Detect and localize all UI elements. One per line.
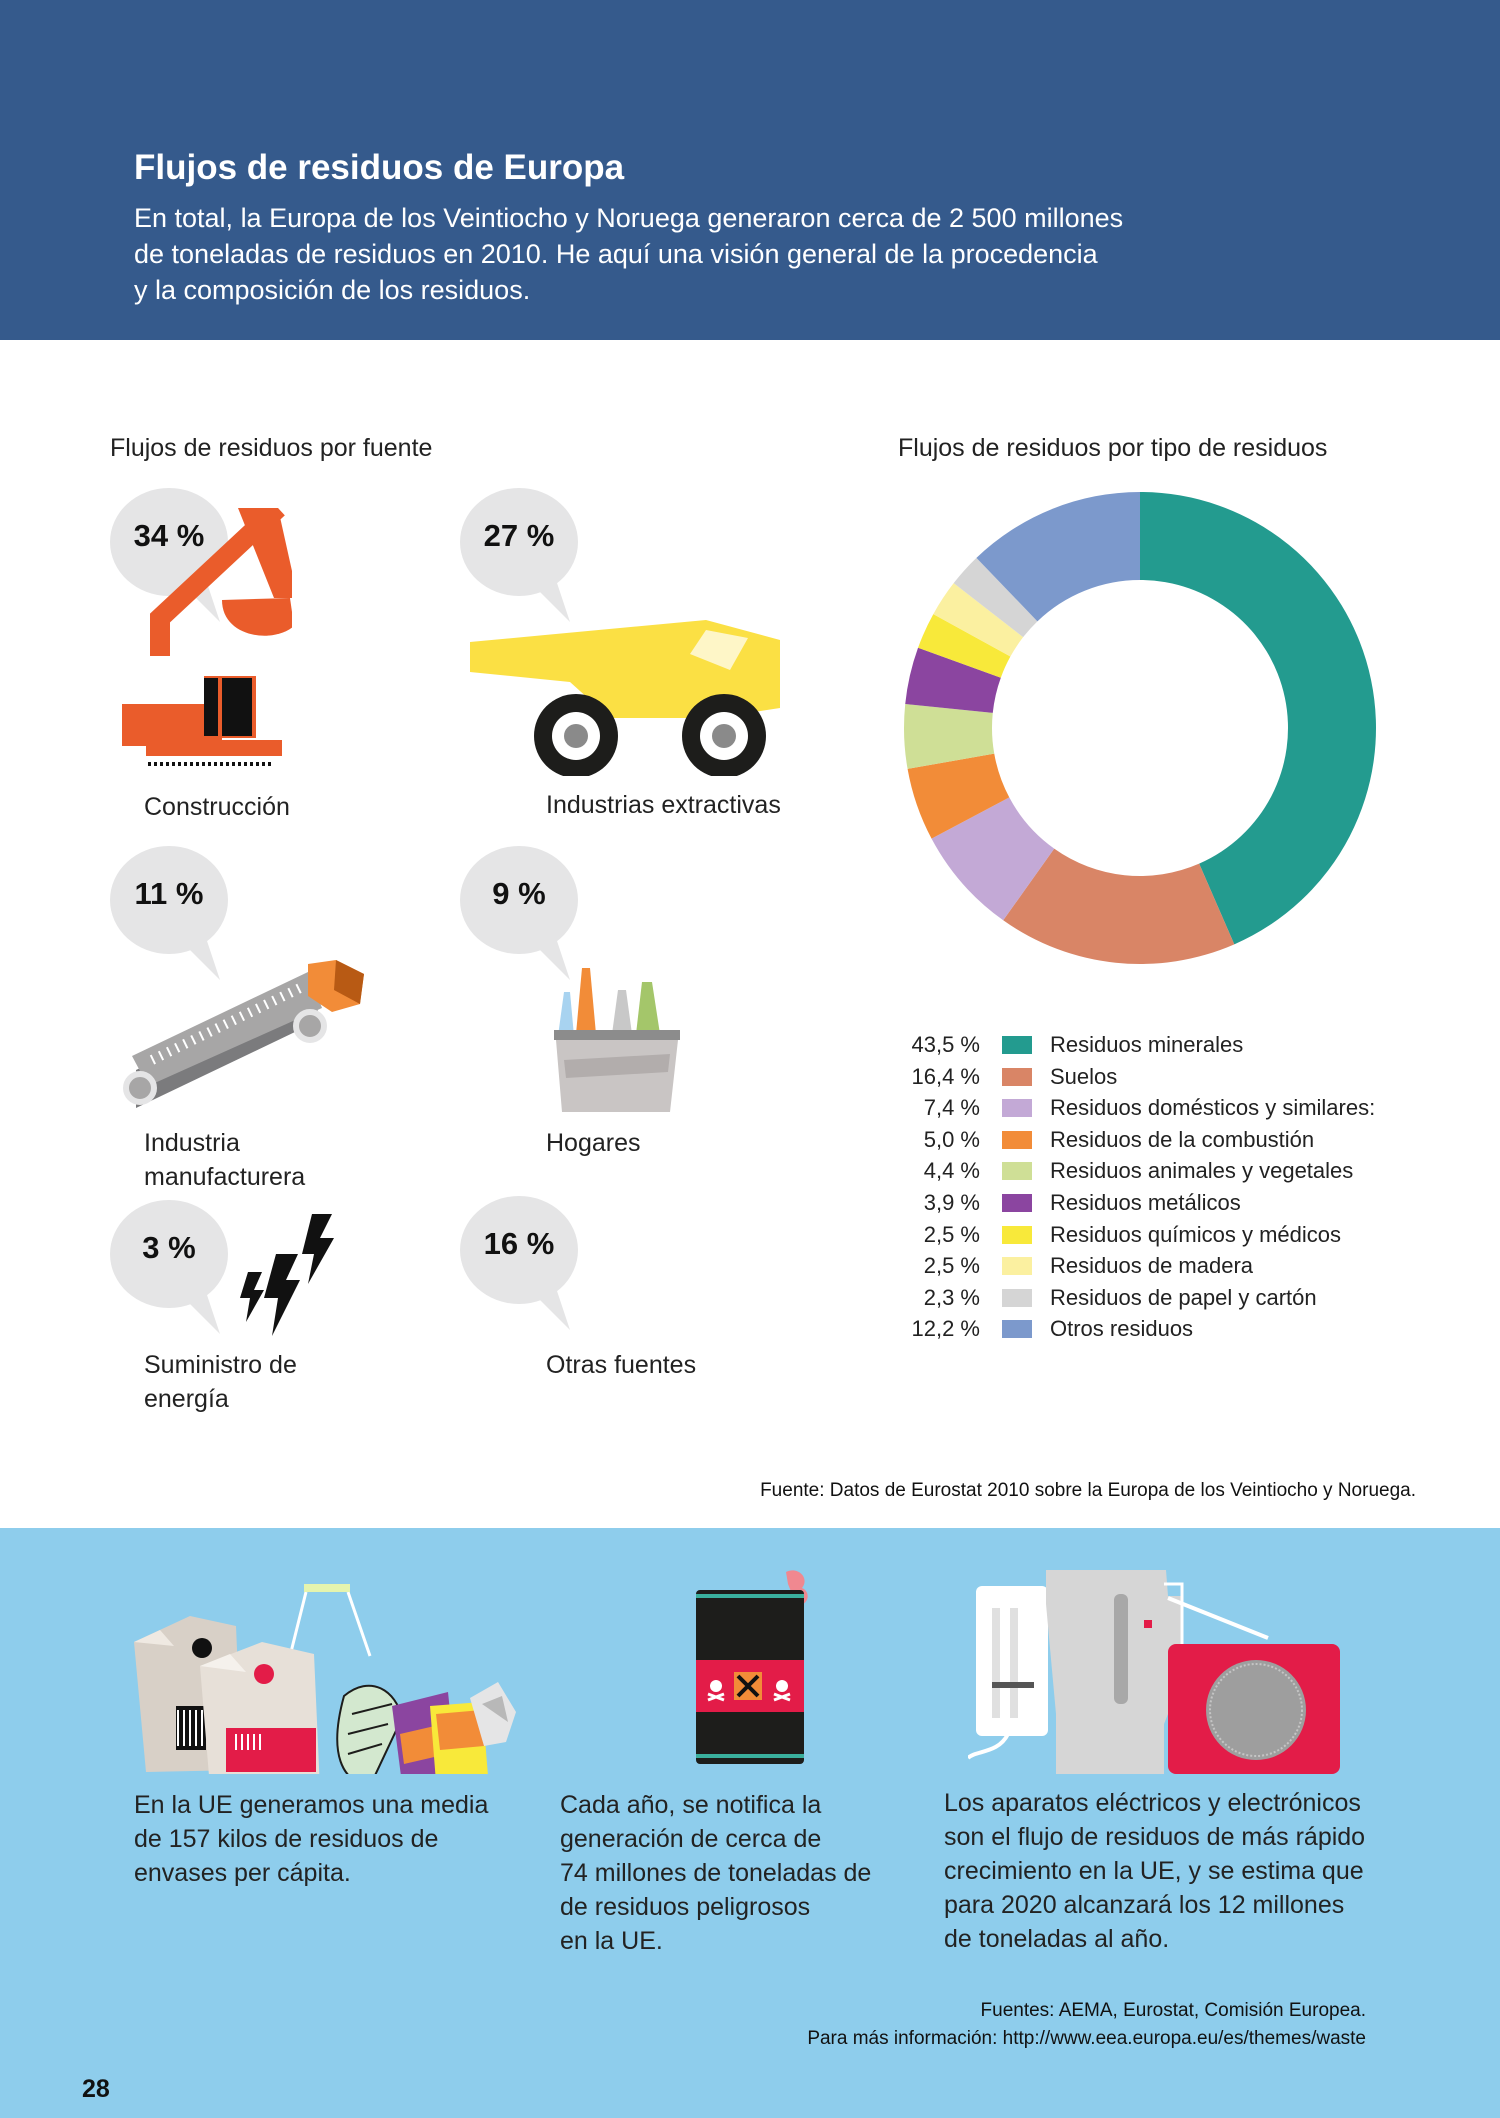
pct-value: 16 %: [483, 1226, 555, 1261]
source-label-energia: Suministro de energía: [144, 1351, 297, 1413]
legend-label: Residuos de papel y cartón: [1050, 1284, 1317, 1310]
donut-slice-1: [1140, 492, 1376, 945]
intro-text: En total, la Europa de los Veintiocho y …: [134, 200, 1274, 308]
legend-row: 16,4 % Suelos: [860, 1064, 1420, 1096]
legend-value: 2,5 %: [923, 1221, 980, 1247]
intro-line: y la composición de los residuos.: [134, 275, 531, 305]
legend-swatch: [1002, 1257, 1032, 1276]
header-banner: Flujos de residuos de Europa En total, l…: [0, 0, 1500, 340]
intro-line: En total, la Europa de los Veintiocho y …: [134, 203, 1124, 233]
donut-slice-5: [904, 703, 995, 769]
by-source-title: Flujos de residuos por fuente: [110, 434, 433, 462]
legend-swatch: [1002, 1193, 1032, 1212]
legend-label: Residuos domésticos y similares:: [1050, 1095, 1376, 1121]
more-info-line: Para más información: http://www.eea.eur…: [807, 2028, 1366, 2049]
chart-legend: 43,5 % Residuos minerales 16,4 % Suelos 7,4 …: [860, 1032, 1420, 1348]
legend-value: 5,0 %: [923, 1126, 980, 1152]
legend-value: 2,3 %: [923, 1284, 980, 1310]
source-label-extractivas: Industrias extractivas: [546, 791, 781, 819]
donut-slice-7: [918, 614, 1011, 678]
donut-slice-3: [931, 797, 1055, 921]
legend-label: Residuos metálicos: [1050, 1189, 1241, 1215]
excavator-icon: [122, 508, 292, 766]
legend-value: 3,9 %: [923, 1189, 980, 1215]
packaging-waste-icon: [134, 1584, 516, 1774]
donut-slice-4: [907, 753, 1010, 839]
legend-row: 5,0 % Residuos de la combustión: [860, 1127, 1420, 1159]
legend-label: Residuos químicos y médicos: [1050, 1221, 1342, 1247]
source-label-construccion: Construcción: [144, 793, 290, 821]
page-title: Flujos de residuos de Europa: [134, 148, 625, 187]
page-number: 28: [82, 2075, 110, 2103]
hazardous-barrel-icon: [696, 1570, 808, 1764]
legend-row: 3,9 % Residuos metálicos: [860, 1190, 1420, 1222]
legend-label: Suelos: [1050, 1063, 1118, 1089]
pct-bubble-energia: 3 %: [110, 1200, 228, 1334]
sources-block: Fuentes: AEMA, Eurostat, Comisión Europe…: [807, 1997, 1366, 2053]
pct-value: 27 %: [483, 518, 555, 553]
source-label-otras: Otras fuentes: [546, 1351, 697, 1379]
source-label-hogares: Hogares: [546, 1129, 641, 1157]
pct-bubble-extractivas: 27 %: [460, 488, 578, 622]
legend-swatch: [1002, 1130, 1032, 1149]
legend-label: Residuos minerales: [1050, 1032, 1244, 1057]
dump-truck-icon: [470, 620, 780, 776]
pct-bubble-otras: 16 %: [460, 1196, 578, 1330]
legend-row: 7,4 % Residuos domésticos y similares:: [860, 1095, 1420, 1127]
sources-line: Fuentes: AEMA, Eurostat, Comisión Europe…: [980, 2000, 1366, 2021]
pct-bubble-manufacturera: 11 %: [110, 846, 228, 980]
legend-row: 2,5 % Residuos químicos y médicos: [860, 1222, 1420, 1254]
donut-slice-8: [933, 583, 1024, 657]
electronic-appliances-icon: [968, 1570, 1340, 1774]
lightning-bolts-icon: [240, 1214, 334, 1336]
pct-bubble-hogares: 9 %: [460, 846, 578, 980]
legend-value: 16,4 %: [911, 1063, 981, 1089]
legend-label: Residuos animales y vegetales: [1050, 1158, 1354, 1184]
legend-value: 12,2 %: [911, 1316, 981, 1342]
legend-label: Residuos de madera: [1050, 1253, 1254, 1279]
legend-swatch: [1002, 1067, 1032, 1086]
legend-swatch: [1002, 1225, 1032, 1244]
legend-value: 43,5 %: [911, 1032, 981, 1057]
legend-row: 43,5 % Residuos minerales: [860, 1032, 1420, 1064]
donut-slice-6: [905, 647, 1001, 713]
fact-hazardous: Cada año, se notifica la generación de c…: [560, 1791, 872, 1955]
donut-slice-10: [976, 492, 1140, 622]
by-type-title: Flujos de residuos por tipo de residuos: [898, 434, 1328, 462]
intro-line: de toneladas de residuos en 2010. He aqu…: [134, 239, 1098, 269]
pct-value: 9 %: [492, 876, 546, 911]
source-label-manufacturera: Industria manufacturera: [144, 1129, 306, 1191]
legend-row: 2,3 % Residuos de papel y cartón: [860, 1285, 1420, 1317]
pct-value: 34 %: [133, 518, 205, 553]
legend-row: 4,4 % Residuos animales y vegetales: [860, 1158, 1420, 1190]
legend-swatch: [1002, 1036, 1032, 1054]
legend-label: Residuos de la combustión: [1050, 1126, 1315, 1152]
conveyor-belt-icon: [123, 960, 364, 1108]
donut-slice-9: [953, 557, 1038, 638]
fact-electronics: Los aparatos eléctricos y electrónicos s…: [944, 1789, 1366, 1953]
source-note: Fuente: Datos de Eurostat 2010 sobre la …: [760, 1480, 1416, 1501]
legend-swatch: [1002, 1162, 1032, 1181]
legend-value: 2,5 %: [923, 1253, 980, 1279]
pct-value: 11 %: [134, 876, 204, 911]
legend-row: 2,5 % Residuos de madera: [860, 1253, 1420, 1285]
household-bottles-icon: [554, 968, 680, 1112]
legend-swatch: [1002, 1288, 1032, 1307]
legend-value: 4,4 %: [923, 1158, 980, 1184]
donut-chart: [904, 492, 1376, 964]
donut-slice-2: [1003, 848, 1235, 964]
pct-value: 3 %: [142, 1230, 196, 1265]
legend-swatch: [1002, 1099, 1032, 1118]
legend-label: Otros residuos: [1050, 1316, 1194, 1342]
fact-packaging: En la UE generamos una media de 157 kilo…: [134, 1791, 489, 1887]
legend-row: 12,2 % Otros residuos: [860, 1316, 1420, 1348]
legend-value: 7,4 %: [923, 1095, 980, 1121]
legend-swatch: [1002, 1320, 1032, 1339]
